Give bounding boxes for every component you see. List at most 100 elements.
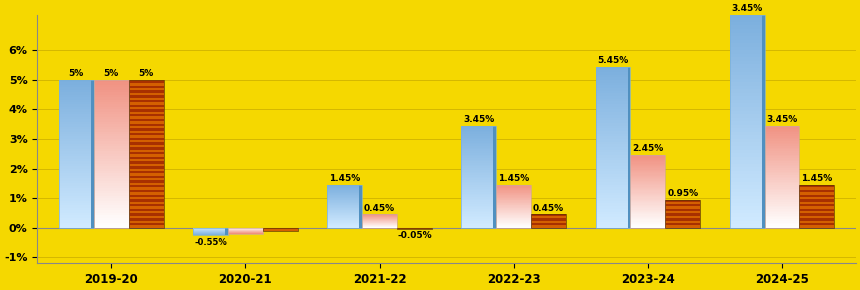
- Bar: [595, 225, 630, 228]
- Bar: [461, 182, 496, 184]
- Bar: [461, 211, 496, 212]
- Bar: [730, 114, 765, 118]
- Bar: [765, 221, 800, 222]
- Bar: [730, 26, 765, 29]
- Bar: [58, 205, 94, 208]
- Bar: [94, 80, 129, 82]
- Bar: [765, 153, 800, 155]
- Bar: [58, 166, 94, 168]
- Bar: [94, 142, 129, 144]
- Bar: [58, 107, 94, 109]
- Bar: [595, 102, 630, 104]
- Bar: [129, 218, 163, 220]
- Bar: [630, 208, 666, 209]
- Bar: [765, 156, 800, 158]
- Bar: [630, 166, 666, 167]
- Bar: [58, 85, 94, 87]
- Bar: [496, 208, 531, 209]
- Bar: [461, 171, 496, 173]
- Bar: [730, 121, 765, 125]
- Bar: [461, 166, 496, 168]
- Bar: [461, 192, 496, 194]
- Bar: [630, 200, 666, 201]
- Bar: [765, 224, 800, 226]
- Bar: [595, 209, 630, 211]
- Bar: [129, 183, 163, 185]
- Bar: [496, 200, 531, 201]
- Bar: [630, 217, 666, 218]
- Bar: [129, 135, 163, 138]
- Bar: [129, 202, 163, 204]
- Bar: [94, 95, 129, 97]
- Bar: [129, 114, 163, 117]
- Bar: [58, 127, 94, 129]
- Bar: [630, 206, 666, 207]
- Bar: [730, 47, 765, 50]
- Bar: [496, 212, 531, 213]
- Bar: [58, 195, 94, 198]
- Bar: [461, 218, 496, 219]
- Text: 0.45%: 0.45%: [364, 204, 395, 213]
- Bar: [630, 209, 666, 211]
- Bar: [327, 213, 362, 214]
- Bar: [94, 173, 129, 176]
- Bar: [800, 209, 834, 211]
- Bar: [496, 215, 531, 216]
- Bar: [765, 144, 800, 146]
- Bar: [496, 186, 531, 187]
- Bar: [129, 81, 163, 83]
- Bar: [730, 54, 765, 57]
- Bar: [531, 214, 566, 228]
- Bar: [58, 176, 94, 178]
- Bar: [730, 104, 765, 107]
- Bar: [630, 173, 666, 175]
- Bar: [595, 160, 630, 163]
- Bar: [327, 187, 362, 188]
- Bar: [129, 112, 163, 114]
- Bar: [461, 214, 496, 216]
- Bar: [630, 202, 666, 204]
- Bar: [94, 171, 129, 173]
- Bar: [94, 210, 129, 213]
- Bar: [800, 187, 834, 190]
- Bar: [129, 199, 163, 202]
- Bar: [327, 206, 362, 207]
- Bar: [94, 205, 129, 208]
- Bar: [496, 191, 531, 192]
- Bar: [730, 178, 765, 182]
- Bar: [730, 224, 765, 228]
- Bar: [730, 43, 765, 47]
- Bar: [94, 87, 129, 90]
- Bar: [129, 190, 163, 192]
- Bar: [730, 139, 765, 142]
- Text: 1.45%: 1.45%: [802, 174, 832, 183]
- Bar: [327, 192, 362, 193]
- Bar: [94, 97, 129, 99]
- Bar: [94, 164, 129, 166]
- Bar: [461, 200, 496, 202]
- Bar: [531, 218, 566, 220]
- Bar: [94, 117, 129, 119]
- Bar: [129, 166, 163, 168]
- Bar: [58, 80, 94, 228]
- Bar: [94, 198, 129, 200]
- Bar: [58, 173, 94, 176]
- Bar: [129, 223, 163, 225]
- Bar: [765, 143, 800, 144]
- Bar: [730, 188, 765, 192]
- Bar: [595, 131, 630, 134]
- Bar: [327, 215, 362, 216]
- Bar: [129, 97, 163, 100]
- Bar: [595, 66, 630, 69]
- Bar: [730, 220, 765, 224]
- Bar: [496, 206, 531, 207]
- Bar: [595, 193, 630, 195]
- Bar: [595, 85, 630, 88]
- Bar: [630, 220, 666, 222]
- Bar: [327, 221, 362, 222]
- Bar: [461, 197, 496, 199]
- Bar: [595, 69, 630, 72]
- Bar: [496, 213, 531, 214]
- Bar: [595, 77, 630, 80]
- Text: 0.95%: 0.95%: [667, 189, 698, 198]
